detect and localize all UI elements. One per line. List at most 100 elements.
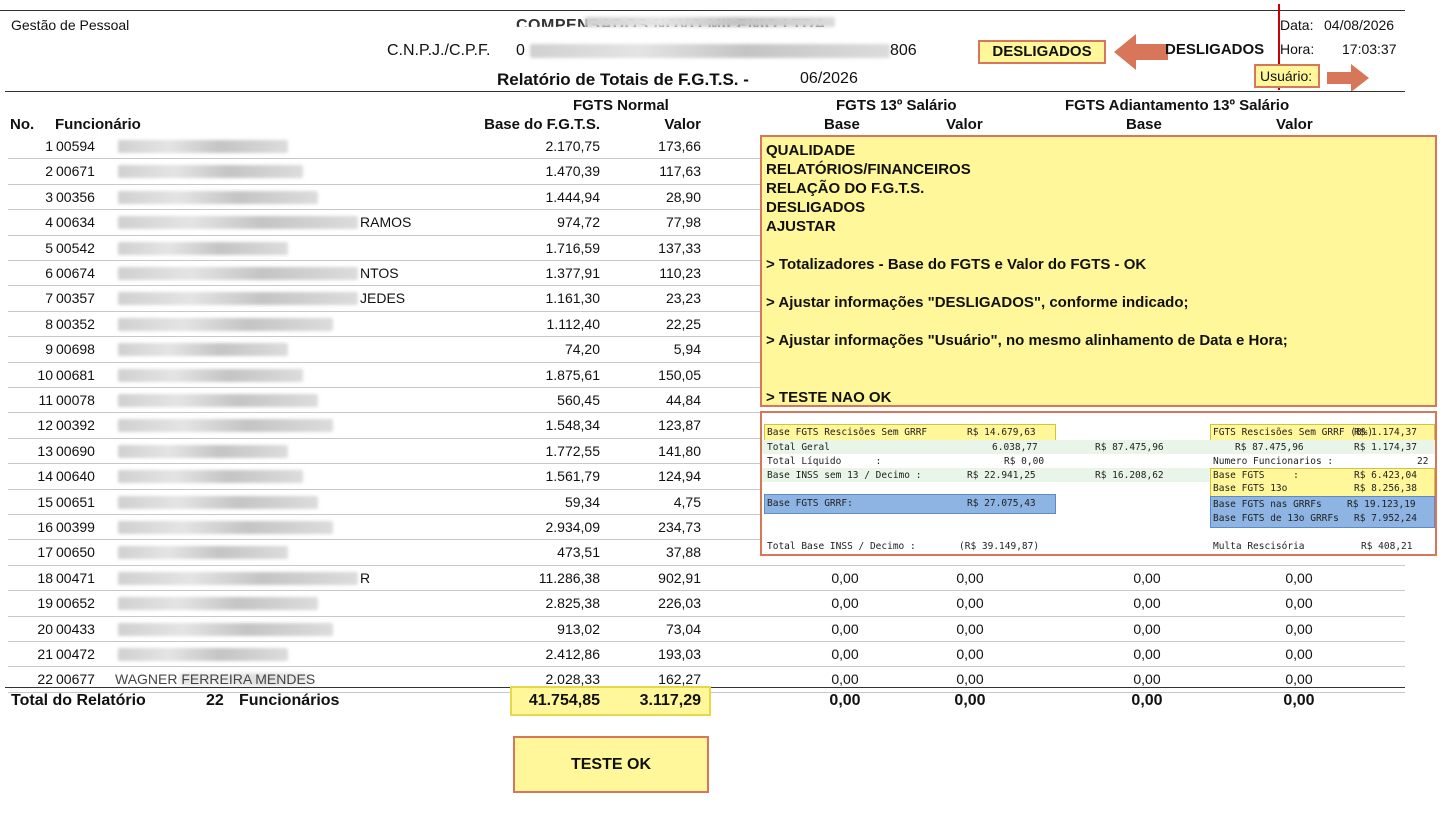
base-adiant: 0,00 <box>1133 646 1161 662</box>
valor-13: 0,00 <box>956 671 984 688</box>
table-row: 13 00690 1.772,55 141,80 <box>0 439 1405 464</box>
desligados-highlight: DESLIGADOS <box>978 40 1106 64</box>
base-fgts: 1.444,94 <box>545 188 601 205</box>
employee-code: 00640 <box>56 468 95 485</box>
valor-adiant: 0,00 <box>1285 595 1313 612</box>
summary-base-fgts13-value: R$ 8.256,38 <box>1354 483 1417 494</box>
desligados-label: DESLIGADOS <box>1165 41 1265 58</box>
employee-code: 00594 <box>56 138 95 154</box>
base-13: 0,00 <box>831 620 859 637</box>
base-adiant: 0,00 <box>1133 620 1161 637</box>
valor-adiant: 0,00 <box>1285 620 1313 637</box>
employee-name-redaction <box>118 622 333 636</box>
summary-grrf-highlight <box>764 494 1056 514</box>
row-divider <box>8 412 1405 414</box>
qa-note-line <box>766 312 1431 331</box>
col-base-13: Base <box>824 116 860 133</box>
row-number: 7 <box>45 290 53 307</box>
valor-fgts: 902,91 <box>658 569 701 586</box>
valor-13: 0,00 <box>956 595 984 612</box>
base-fgts: 560,45 <box>557 392 600 408</box>
top-rule <box>0 10 1405 11</box>
employee-name-redaction <box>118 267 358 280</box>
summary-nas-grrfs-label: Base FGTS nas GRRFs <box>1213 499 1322 510</box>
row-number: 4 <box>45 214 53 231</box>
row-number: 22 <box>37 671 53 688</box>
qa-note-line <box>766 350 1431 369</box>
summary-fgts-rescisoes-value: R$ 1.174,37 <box>1354 427 1417 438</box>
row-number: 13 <box>37 442 53 459</box>
totals-valor-adiant: 0,00 <box>1283 692 1315 709</box>
valor-fgts: 226,03 <box>658 595 701 612</box>
summary-multa-label: Multa Rescisória <box>1213 541 1305 552</box>
col-base-fgts: Base do F.G.T.S. <box>484 116 600 133</box>
row-number: 15 <box>37 493 53 510</box>
valor-13: 0,00 <box>956 646 984 662</box>
row-divider <box>8 564 1405 566</box>
base-13: 0,00 <box>831 569 859 586</box>
valor-fgts: 137,33 <box>658 239 701 256</box>
employee-code: 00681 <box>56 366 95 383</box>
row-number: 6 <box>45 265 53 281</box>
base-adiant: 0,00 <box>1133 671 1161 688</box>
teste-ok-badge: TESTE OK <box>513 736 709 793</box>
row-number: 5 <box>45 239 53 256</box>
summary-total-geral-v2: R$ 87.475,96 <box>1095 442 1164 453</box>
base-fgts: 2.170,75 <box>545 138 601 154</box>
row-divider <box>8 666 1405 668</box>
qa-note-lines: QUALIDADE RELATÓRIOS/FINANCEIROS RELAÇÃO D… <box>766 141 1431 407</box>
summary-inss-v2: R$ 16.208,62 <box>1095 470 1164 481</box>
row-divider <box>8 387 1405 388</box>
table-row: 4 00634 RAMOS 974,72 77,98 <box>0 210 1405 235</box>
row-divider <box>8 539 1405 541</box>
summary-inss-v1: R$ 22.941,25 <box>967 470 1036 481</box>
employee-code: 00352 <box>56 315 95 332</box>
cnpj-label: C.N.P.J./C.P.F. <box>387 42 491 59</box>
qa-note-line <box>766 369 1431 388</box>
base-fgts: 974,72 <box>557 214 600 231</box>
row-divider <box>8 310 1405 312</box>
col-no: No. <box>10 116 35 133</box>
table-row: 8 00352 1.112,40 22,25 <box>0 312 1405 337</box>
summary-grrf-value: R$ 27.075,43 <box>967 498 1036 509</box>
valor-fgts: 193,03 <box>658 646 701 662</box>
employee-name-redaction <box>118 495 318 509</box>
valor-adiant: 0,00 <box>1285 646 1313 662</box>
table-row: 19 00652 2.825,38 226,03 0,00 0,00 0,00 0,00 <box>0 591 1405 616</box>
valor-fgts: 22,25 <box>665 315 701 332</box>
table-row: 10 00681 1.875,61 150,05 <box>0 363 1405 388</box>
employee-name-redaction <box>118 470 303 484</box>
arrow-left-icon <box>1114 34 1168 70</box>
summary-grrf-label: Base FGTS GRRF: <box>767 498 853 509</box>
totals-highlight <box>510 686 711 716</box>
employee-code: 00652 <box>56 595 95 612</box>
table-row: 14 00640 1.561,79 124,94 <box>0 464 1405 489</box>
table-row: 20 00433 913,02 73,04 0,00 0,00 0,00 0,00 <box>0 617 1405 642</box>
valor-adiant: 0,00 <box>1285 569 1313 586</box>
table-row: 22 00677 WAGNER FERREIRA MENDES 2.028,33 162… <box>0 667 1405 692</box>
row-divider <box>8 361 1405 363</box>
employee-code: 00078 <box>56 392 95 408</box>
row-divider <box>8 590 1405 592</box>
qa-note-line: RELAÇÃO DO F.G.T.S. <box>766 180 925 197</box>
col-employee: Funcionário <box>55 116 141 133</box>
employee-name-redaction <box>118 216 358 230</box>
employee-name-redaction <box>118 546 288 560</box>
base-fgts: 1.561,79 <box>545 468 601 485</box>
employee-code: 00690 <box>56 442 95 459</box>
base-fgts: 1.548,34 <box>545 417 601 434</box>
employee-code: 00698 <box>56 341 95 358</box>
totals-base: 41.754,85 <box>528 692 600 709</box>
report-period: 06/2026 <box>800 70 858 87</box>
summary-base-fgts-value: R$ 6.423,04 <box>1354 470 1417 481</box>
employee-name-redaction <box>180 673 310 687</box>
cnpj-redaction <box>530 44 890 58</box>
col-valor-13: Valor <box>946 116 983 133</box>
qa-note-line <box>766 274 1431 293</box>
base-fgts: 74,20 <box>564 341 600 358</box>
table-row: 2 00671 1.470,39 117,63 <box>0 159 1405 184</box>
row-divider <box>8 463 1405 465</box>
employee-name-redaction <box>118 165 303 179</box>
table-row: 11 00078 560,45 44,84 <box>0 388 1405 413</box>
base-fgts: 473,51 <box>557 544 600 561</box>
